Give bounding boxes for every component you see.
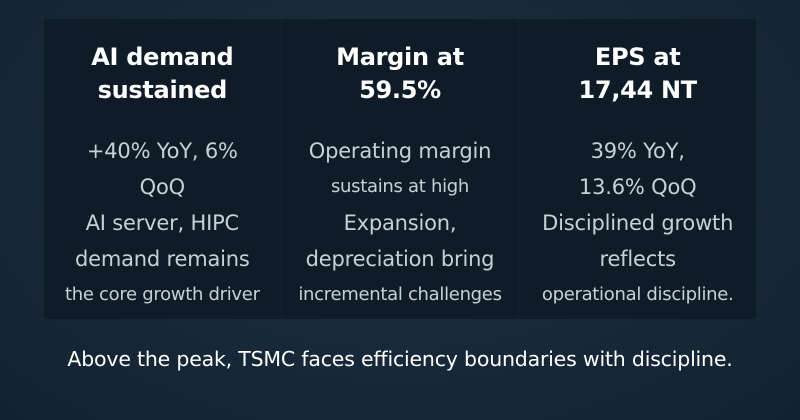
body-line: Disciplined growth [542, 211, 734, 235]
card-body: +40% YoY, 6% QoQ AI server, HIPC demand … [65, 133, 260, 313]
eps-card: EPS at 17,44 NT 39% YoY, 13.6% QoQ Disci… [518, 19, 756, 319]
margin-card: Margin at 59.5% Operating margin sustain… [280, 19, 519, 319]
body-line: 39% YoY, [590, 139, 685, 163]
card-body: Operating margin sustains at high Expans… [298, 133, 502, 313]
body-line: Operating margin [308, 139, 492, 163]
body-line: +40% YoY, 6% [86, 139, 238, 163]
summary-panel: AI demand sustained +40% YoY, 6% QoQ AI … [44, 19, 756, 319]
heading-line: AI demand [91, 43, 234, 71]
body-line: Expansion, [343, 211, 457, 235]
body-line: depreciation bring [305, 247, 495, 271]
heading-line: Margin at [336, 43, 464, 71]
body-line: demand remains [75, 247, 250, 271]
body-line: reflects [599, 247, 676, 271]
card-body: 39% YoY, 13.6% QoQ Disciplined growth re… [542, 133, 734, 313]
card-heading: Margin at 59.5% [336, 41, 464, 113]
ai-demand-card: AI demand sustained +40% YoY, 6% QoQ AI … [44, 19, 281, 319]
card-heading: EPS at 17,44 NT [578, 41, 698, 113]
body-line: 13.6% QoQ [578, 175, 697, 199]
card-heading: AI demand sustained [91, 41, 233, 113]
caption: Above the peak, TSMC faces efficiency bo… [67, 347, 733, 371]
body-line: QoQ [139, 175, 186, 199]
body-line: the core growth driver [64, 284, 260, 305]
body-line: operational discipline. [541, 284, 734, 305]
body-line: sustains at high [330, 176, 469, 197]
heading-line: sustained [97, 76, 228, 104]
heading-line: 17,44 NT [578, 76, 698, 104]
heading-line: 59.5% [359, 76, 441, 104]
body-line: AI server, HIPC [85, 211, 240, 235]
heading-line: EPS at [594, 43, 681, 71]
body-line: incremental challenges [298, 284, 502, 305]
